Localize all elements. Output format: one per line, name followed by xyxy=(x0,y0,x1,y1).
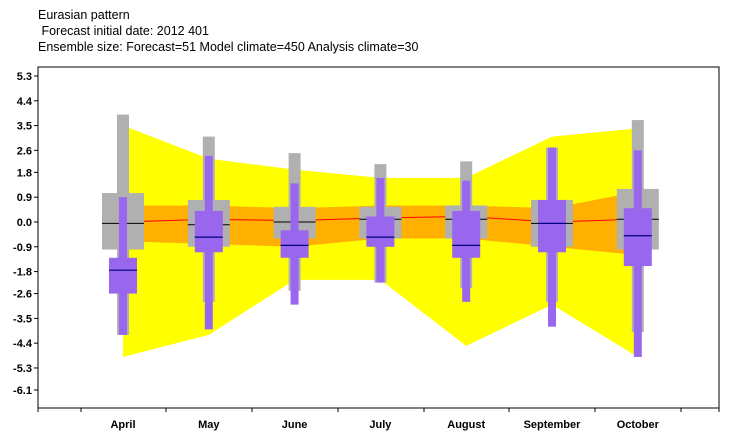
x-tick-label: October xyxy=(617,419,660,431)
chart-titles: Eurasian pattern Forecast initial date: … xyxy=(38,7,418,55)
x-tick-label: August xyxy=(447,419,485,431)
y-tick-label: -0.9 xyxy=(13,242,32,254)
forecast-box xyxy=(280,230,309,258)
plot-area xyxy=(102,114,659,357)
y-tick-label: -2.6 xyxy=(13,289,32,301)
y-tick-label: 4.4 xyxy=(17,96,33,108)
y-tick-label: -3.5 xyxy=(13,313,32,325)
x-tick-label: April xyxy=(110,419,135,431)
x-tick-label: September xyxy=(524,419,582,431)
y-tick-label: -1.8 xyxy=(13,267,32,279)
y-tick-label: 0.9 xyxy=(17,192,32,204)
forecast-box xyxy=(366,216,395,247)
forecast-box xyxy=(452,210,481,258)
chart-subtitle-date: Forecast initial date: 2012 401 xyxy=(38,24,209,38)
x-tick-label: May xyxy=(198,419,220,431)
plot-frame xyxy=(37,66,720,409)
x-tick-label: June xyxy=(282,419,308,431)
forecast-box xyxy=(109,257,137,294)
y-tick-label: -5.3 xyxy=(13,363,32,375)
chart-title: Eurasian pattern xyxy=(38,8,130,22)
chart-subtitle-ensemble: Ensemble size: Forecast=51 Model climate… xyxy=(38,40,419,54)
y-tick-label: 0.0 xyxy=(17,217,32,229)
y-tick-label: 3.5 xyxy=(17,121,32,133)
y-tick-label: 2.6 xyxy=(17,145,32,157)
y-tick-label: -6.1 xyxy=(13,385,32,397)
forecast-box xyxy=(538,199,566,253)
forecast-box xyxy=(194,210,223,253)
x-tick-label: July xyxy=(369,419,392,431)
forecast-box xyxy=(623,208,652,267)
y-tick-label: 1.8 xyxy=(17,167,32,179)
y-tick-label: -4.4 xyxy=(13,338,33,350)
y-tick-label: 5.3 xyxy=(17,71,32,83)
axes: 5.3 4.4 3.5 2.6 1.8 0.9 0.0 -0.9 -1.8 -2.6 -3.5 -4.… xyxy=(13,71,720,431)
